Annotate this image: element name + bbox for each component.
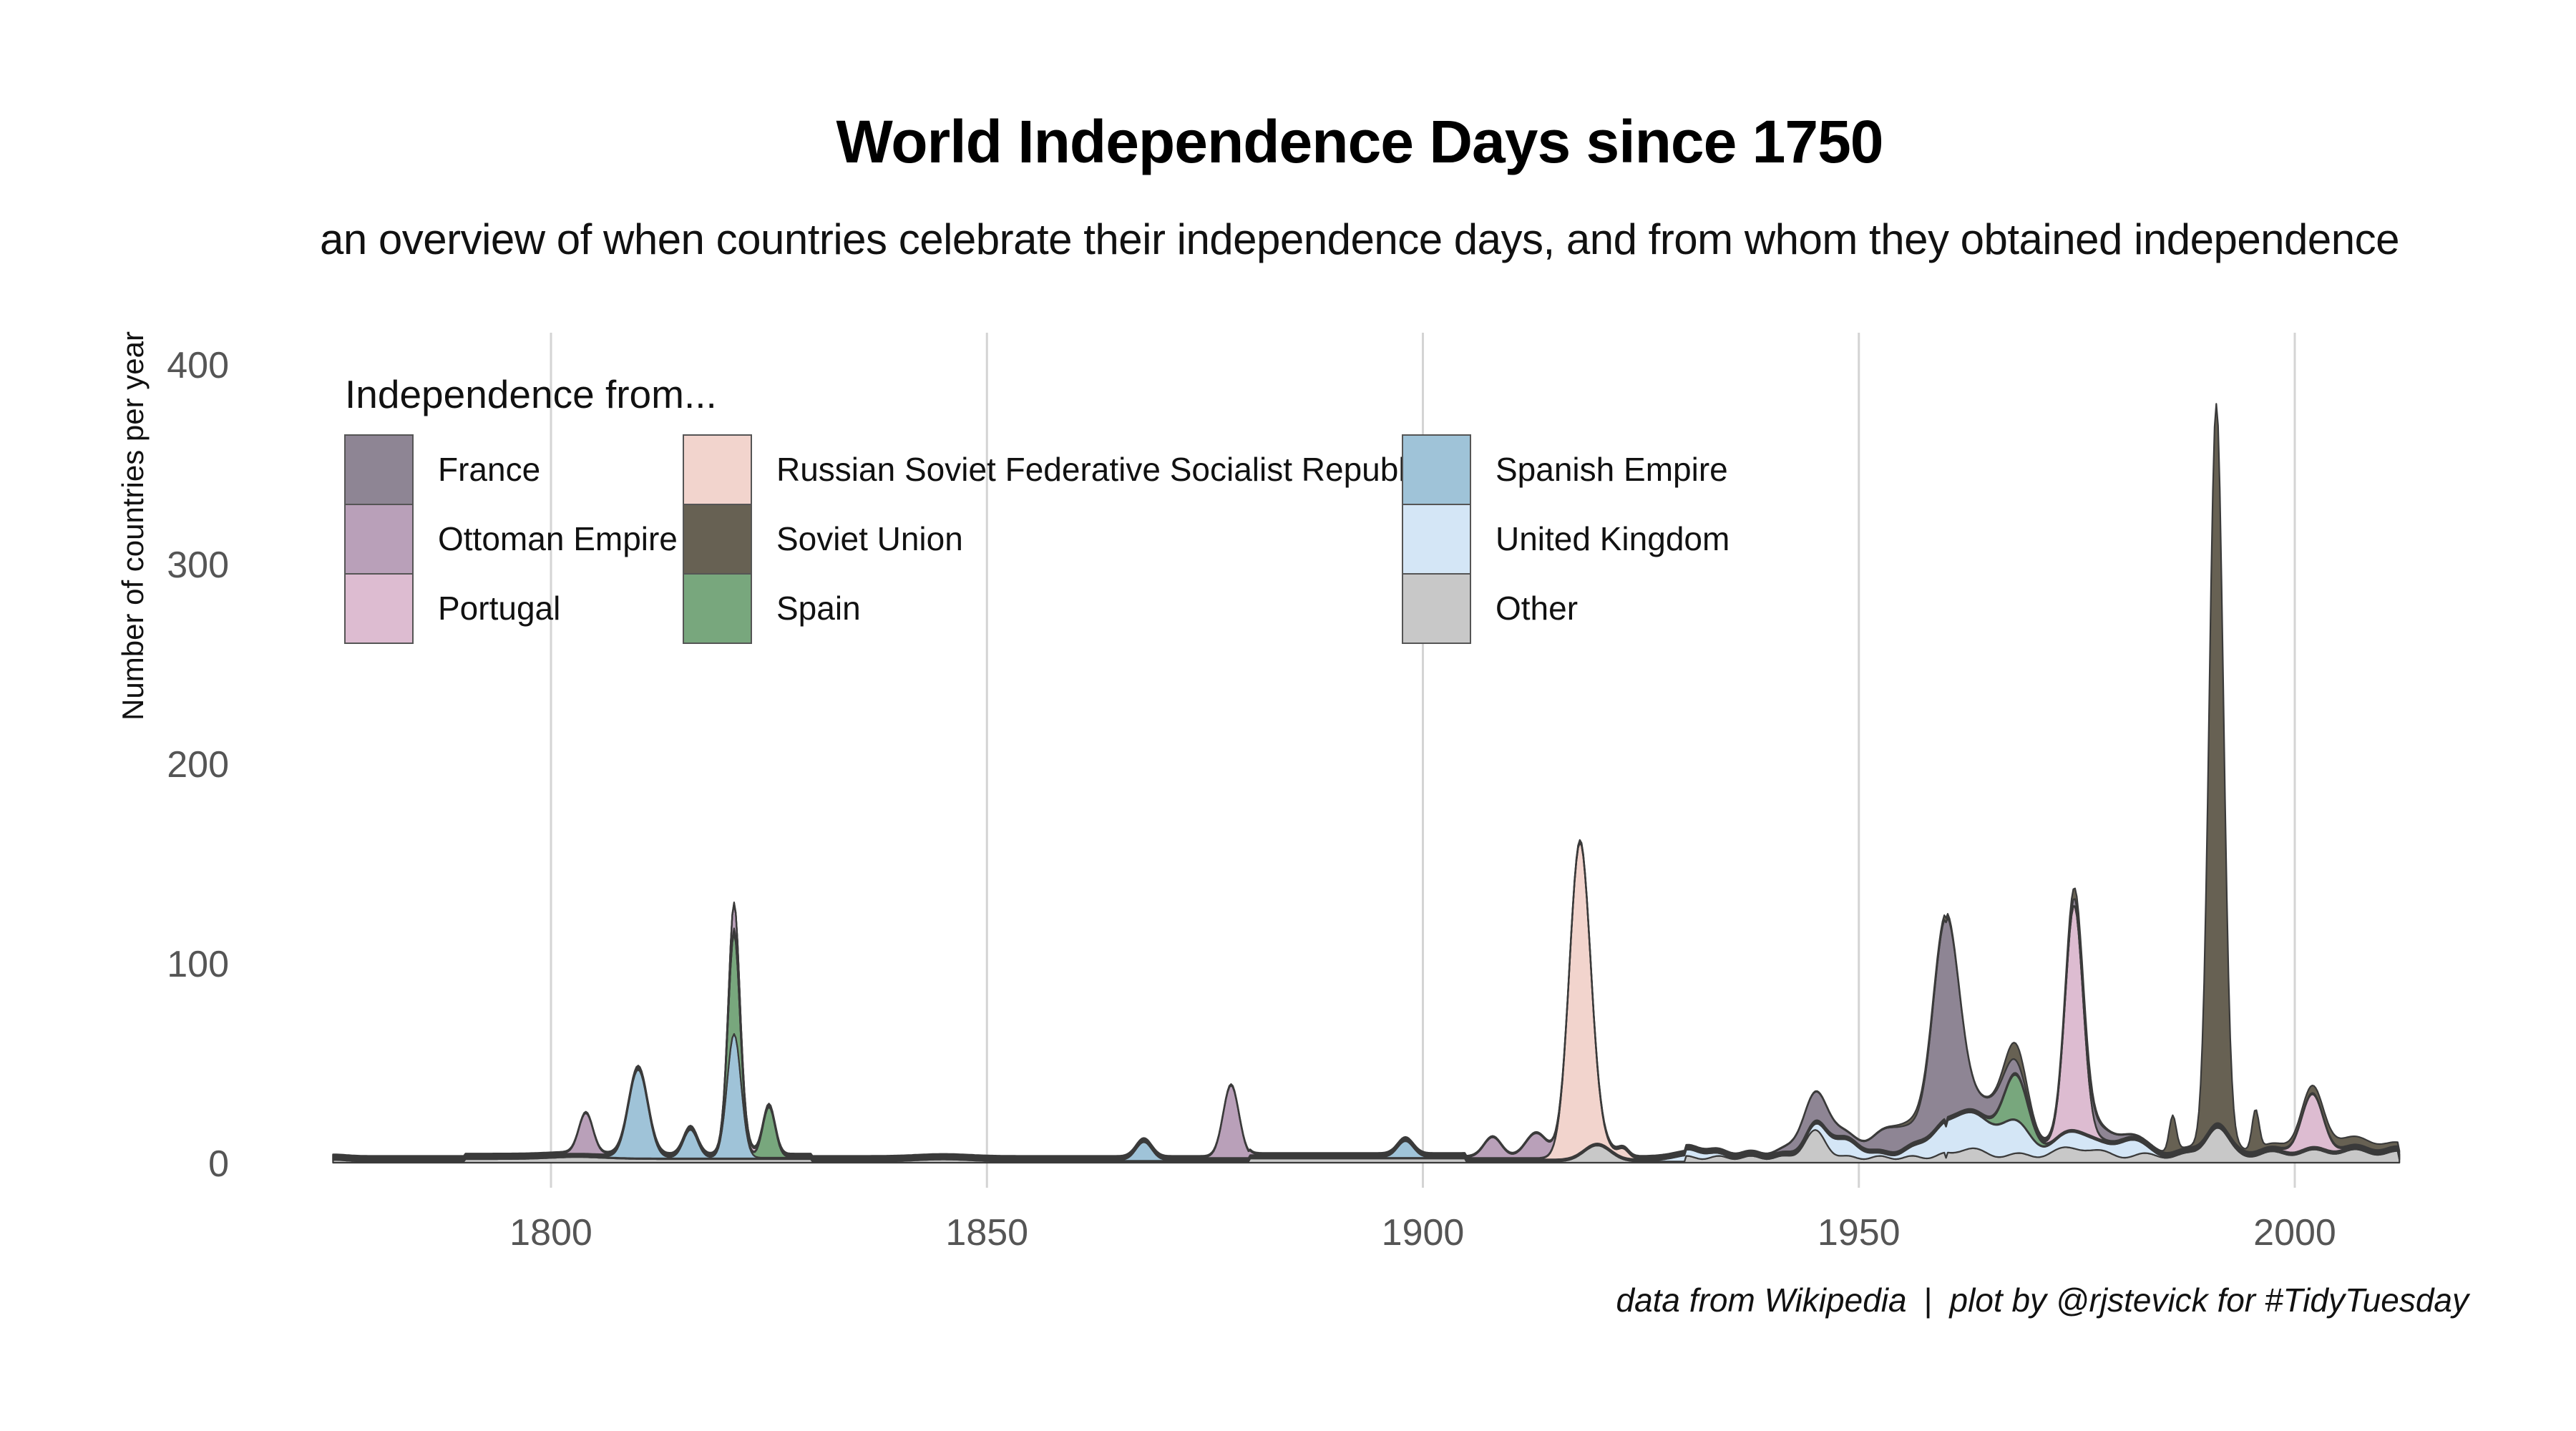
y-tick-label-300: 300 [167, 544, 229, 586]
legend-label-soviet-union: Soviet Union [776, 520, 963, 557]
legend-title: Independence from... [345, 372, 717, 416]
y-tick-label-0: 0 [208, 1143, 229, 1185]
x-tick-label-1950: 1950 [1818, 1212, 1901, 1254]
legend-swatch-spain [683, 573, 752, 644]
x-tick-label-1900: 1900 [1382, 1212, 1465, 1254]
legend-label-russian-soviet-federative-socialist-republic: Russian Soviet Federative Socialist Repu… [776, 451, 1430, 488]
y-tick-label-200: 200 [167, 744, 229, 786]
legend-swatch-other [1402, 573, 1471, 644]
x-tick-label-1850: 1850 [945, 1212, 1028, 1254]
legend-label-portugal: Portugal [438, 590, 560, 627]
caption-source: data from Wikipedia [1616, 1281, 1907, 1319]
chart-subtitle: an overview of when countries celebrate … [319, 215, 2400, 263]
legend-swatch-france [344, 434, 414, 505]
legend-label-other: Other [1496, 590, 1578, 627]
area-soviet-union [332, 403, 2401, 1158]
legend-swatch-united-kingdom [1402, 504, 1471, 575]
x-tick-label-2000: 2000 [2253, 1212, 2336, 1254]
y-axis-label: Number of countries per year [116, 331, 150, 721]
legend-swatch-ottoman-empire [344, 504, 414, 575]
chart-title: World Independence Days since 1750 [836, 108, 1883, 175]
caption-separator: | [1923, 1281, 1933, 1319]
y-tick-label-400: 400 [167, 345, 229, 386]
legend-label-ottoman-empire: Ottoman Empire [438, 520, 678, 557]
legend-swatch-portugal [344, 573, 414, 644]
gridlines [550, 333, 2296, 1188]
caption: data from Wikipedia | plot by @rjstevick f… [1616, 1281, 2469, 1319]
legend-label-spain: Spain [776, 590, 861, 627]
axes: 1800 1850 1900 1950 2000 0 100 200 300 400 [167, 345, 2336, 1254]
legend-label-france: France [438, 451, 540, 488]
legend-swatch-spanish-empire [1402, 434, 1471, 505]
legend: Independence from... France Ottoman Empir… [344, 372, 1729, 644]
legend-label-united-kingdom: United Kingdom [1496, 520, 1729, 557]
stacked-areas [332, 403, 2401, 1164]
y-tick-label-100: 100 [167, 944, 229, 985]
legend-swatch-soviet-union [683, 504, 752, 575]
caption-credit: plot by @rjstevick for #TidyTuesday [1949, 1281, 2469, 1319]
x-tick-label-1800: 1800 [509, 1212, 592, 1254]
legend-label-spanish-empire: Spanish Empire [1496, 451, 1728, 488]
legend-swatch-russian-soviet-federative-socialist-republic [683, 434, 752, 505]
